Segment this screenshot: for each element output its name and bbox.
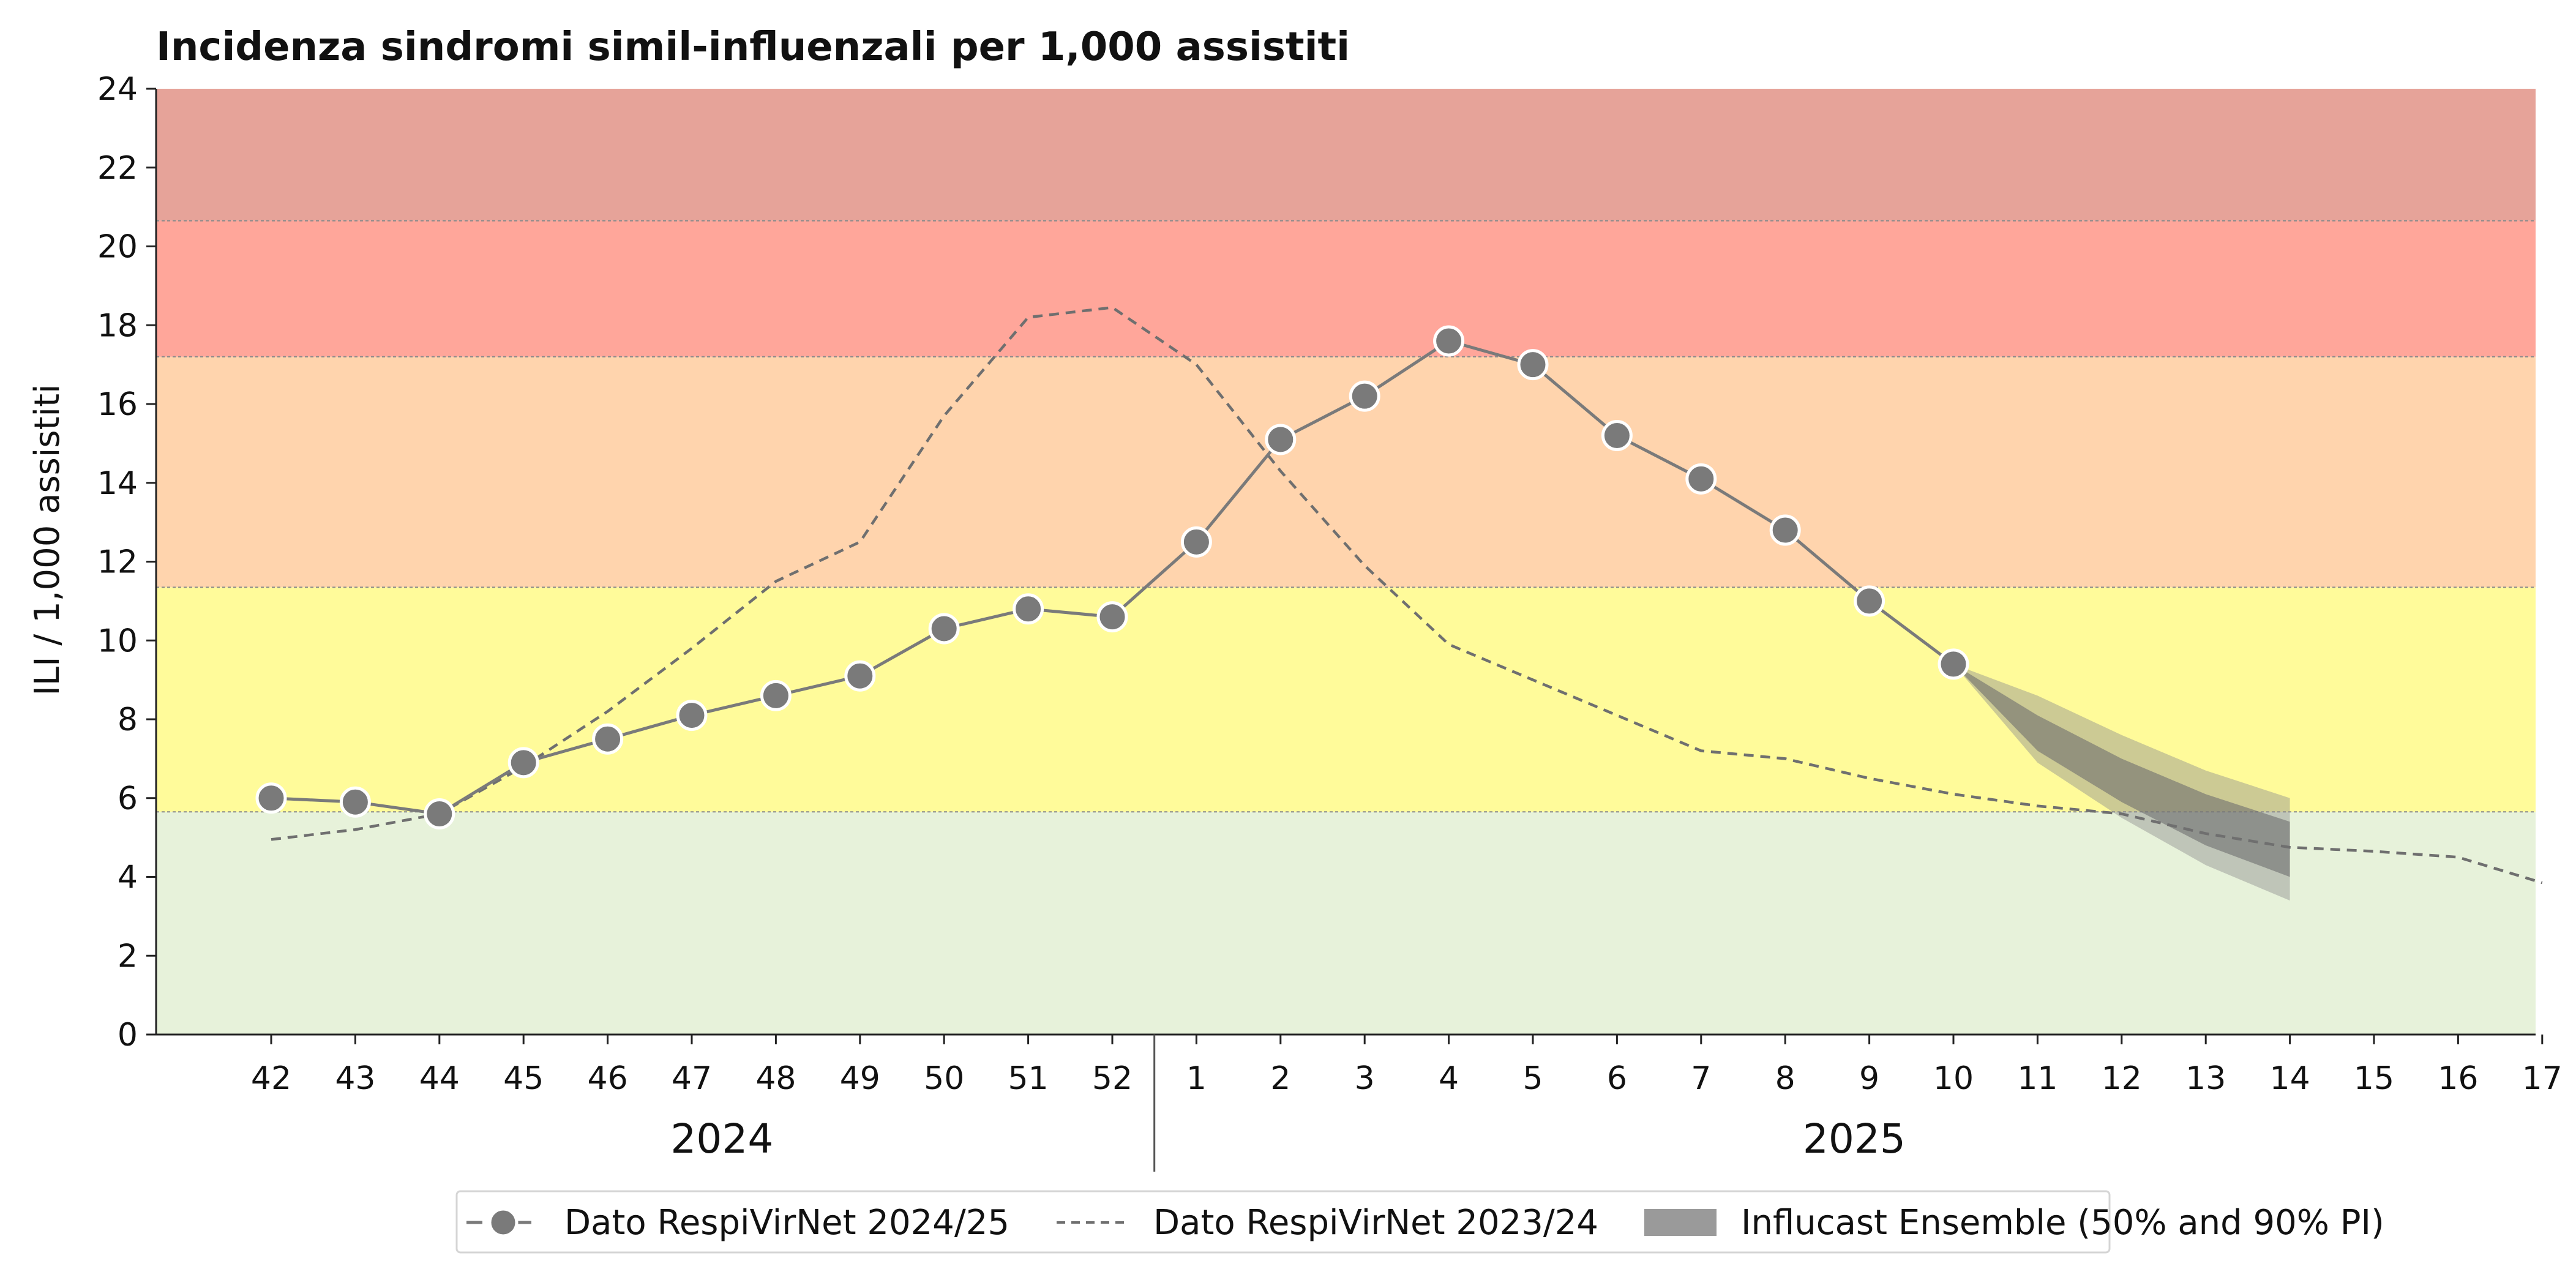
y-tick-label-6: 6	[118, 780, 138, 817]
x-tick-label-15: 15	[2354, 1060, 2394, 1097]
legend-marker-2024-25-dot	[488, 1207, 519, 1238]
point-2024-25-week-49	[844, 660, 876, 692]
point-2024-25-week-5	[1517, 349, 1549, 381]
point-2024-25-week-1	[1180, 526, 1212, 558]
x-tick-label-49: 49	[840, 1060, 880, 1097]
x-tick-label-5: 5	[1522, 1060, 1543, 1097]
point-2024-25-week-51	[1013, 593, 1044, 625]
point-2024-25-week-4	[1433, 325, 1465, 357]
x-tick-label-6: 6	[1607, 1060, 1627, 1097]
y-tick-label-4: 4	[118, 859, 138, 896]
x-tick-label-43: 43	[335, 1060, 375, 1097]
chart-title: Incidenza sindromi simil-influenzali per…	[156, 24, 1350, 70]
y-tick-label-22: 22	[97, 150, 138, 187]
intensity-band-4	[156, 89, 2536, 221]
point-2024-25-week-52	[1096, 601, 1128, 633]
point-2024-25-week-2	[1265, 424, 1297, 455]
x-tick-label-10: 10	[1933, 1060, 1974, 1097]
y-tick-label-16: 16	[97, 386, 138, 423]
x-tick-label-11: 11	[2017, 1060, 2057, 1097]
x-tick-label-4: 4	[1439, 1060, 1459, 1097]
point-2024-25-week-9	[1854, 585, 1885, 617]
point-2024-25-week-45	[507, 747, 539, 779]
y-tick-label-24: 24	[97, 71, 138, 108]
x-tick-label-7: 7	[1691, 1060, 1711, 1097]
point-2024-25-week-44	[424, 798, 455, 829]
x-tick-label-42: 42	[251, 1060, 291, 1097]
intensity-band-2	[156, 356, 2536, 588]
x-tick-label-17: 17	[2522, 1060, 2563, 1097]
intensity-band-0	[156, 812, 2536, 1035]
x-tick-label-12: 12	[2102, 1060, 2142, 1097]
y-tick-label-18: 18	[97, 307, 138, 344]
point-2024-25-week-50	[928, 613, 960, 645]
point-2024-25-week-47	[676, 700, 708, 732]
y-tick-label-20: 20	[97, 229, 138, 266]
x-tick-label-14: 14	[2270, 1060, 2310, 1097]
x-tick-label-48: 48	[755, 1060, 796, 1097]
point-2024-25-week-7	[1685, 463, 1717, 495]
y-tick-label-12: 12	[97, 544, 138, 581]
legend-label-2023-24: Dato RespiVirNet 2023/24	[1153, 1203, 1598, 1243]
y-tick-label-0: 0	[118, 1017, 138, 1054]
point-2024-25-week-43	[339, 786, 371, 818]
x-tick-label-50: 50	[924, 1060, 964, 1097]
x-tick-label-51: 51	[1008, 1060, 1049, 1097]
x-tick-label-9: 9	[1859, 1060, 1879, 1097]
x-tick-label-2: 2	[1270, 1060, 1290, 1097]
point-2024-25-week-3	[1349, 380, 1380, 412]
point-2024-25-week-46	[592, 723, 624, 755]
forecast-pi50-band	[1953, 664, 2290, 877]
y-axis-label: ILI / 1,000 assistiti	[28, 384, 67, 695]
y-tick-label-8: 8	[118, 702, 138, 738]
y-tick-label-2: 2	[118, 938, 138, 975]
x-tick-label-13: 13	[2185, 1060, 2226, 1097]
point-2024-25-week-8	[1769, 514, 1801, 546]
x-tick-label-8: 8	[1775, 1060, 1795, 1097]
x-tick-label-16: 16	[2438, 1060, 2478, 1097]
x-tick-label-46: 46	[588, 1060, 628, 1097]
x-tick-label-1: 1	[1186, 1060, 1207, 1097]
point-2024-25-week-10	[1938, 648, 1969, 680]
legend-box	[455, 1190, 2111, 1254]
legend-label-2024-25: Dato RespiVirNet 2024/25	[564, 1203, 1009, 1243]
intensity-band-3	[156, 220, 2536, 357]
x-tick-label-45: 45	[503, 1060, 544, 1097]
legend: Dato RespiVirNet 2024/25 Dato RespiVirNe…	[455, 1190, 2384, 1254]
forecast-intervals	[1953, 664, 2290, 901]
x-tick-label-44: 44	[419, 1060, 460, 1097]
series-lines	[255, 305, 2543, 885]
point-2024-25-week-48	[760, 679, 792, 711]
legend-label-forecast: Influcast Ensemble (50% and 90% PI)	[1741, 1203, 2384, 1243]
line-2023-24	[271, 305, 2543, 885]
intensity-bands	[156, 89, 2536, 1035]
x-tick-label-3: 3	[1355, 1060, 1375, 1097]
x-tick-label-52: 52	[1092, 1060, 1133, 1097]
year-label-2025: 2025	[1803, 1115, 1906, 1162]
point-2024-25-week-6	[1601, 420, 1633, 451]
year-label-2024: 2024	[670, 1115, 773, 1162]
y-tick-label-10: 10	[97, 623, 138, 659]
legend-marker-forecast	[1644, 1209, 1717, 1236]
x-tick-label-47: 47	[672, 1060, 712, 1097]
point-2024-25-week-42	[255, 782, 287, 814]
y-tick-label-14: 14	[97, 465, 138, 502]
